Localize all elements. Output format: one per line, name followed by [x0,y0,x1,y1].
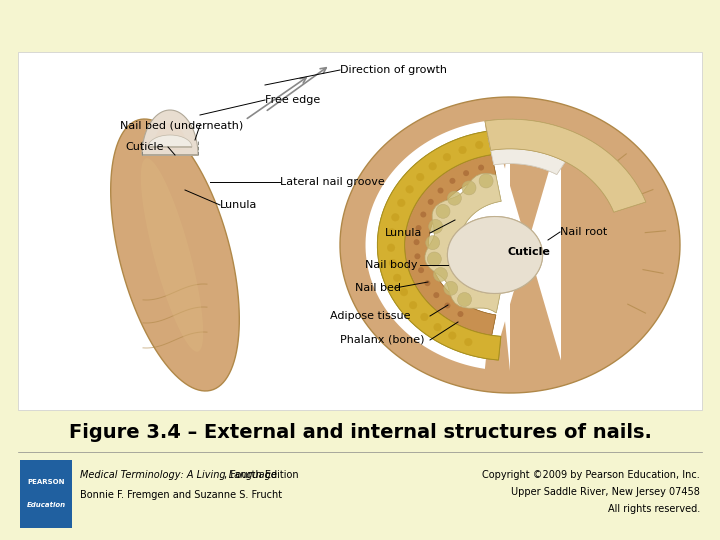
Circle shape [415,253,420,259]
Circle shape [475,141,483,149]
Polygon shape [405,154,496,335]
Text: Nail bed (underneath): Nail bed (underneath) [120,120,243,130]
Circle shape [405,185,413,193]
Circle shape [415,225,421,231]
Circle shape [438,187,444,193]
Circle shape [426,235,440,249]
Circle shape [400,288,408,296]
Circle shape [416,173,424,181]
Circle shape [443,153,451,161]
Circle shape [462,181,476,195]
Circle shape [392,213,400,221]
Circle shape [449,332,456,340]
Text: Direction of growth: Direction of growth [340,65,447,75]
Text: Free edge: Free edge [265,95,320,105]
Polygon shape [152,123,188,150]
Text: Nail body: Nail body [365,260,418,270]
Polygon shape [485,119,646,212]
Circle shape [428,162,437,170]
Text: Medical Terminology: A Living Language: Medical Terminology: A Living Language [80,470,277,480]
Circle shape [405,185,413,193]
Circle shape [428,199,433,205]
Circle shape [447,191,462,205]
Circle shape [388,228,396,237]
Circle shape [420,212,426,218]
Circle shape [457,311,464,317]
Circle shape [416,173,424,181]
Polygon shape [447,217,543,293]
Text: , Fourth Edition: , Fourth Edition [225,470,299,480]
Text: Lunula: Lunula [385,228,423,238]
Circle shape [397,199,405,207]
Polygon shape [340,97,680,393]
Text: Lateral nail groove: Lateral nail groove [280,177,384,187]
Polygon shape [377,130,561,360]
Polygon shape [142,110,198,155]
Circle shape [409,301,417,309]
Circle shape [420,313,428,321]
Text: Phalanx (bone): Phalanx (bone) [340,335,425,345]
Polygon shape [488,136,573,174]
Circle shape [464,338,472,346]
Polygon shape [377,130,501,360]
Polygon shape [425,173,501,313]
Text: Adipose tissue: Adipose tissue [330,311,410,321]
Polygon shape [148,135,192,147]
Circle shape [478,165,484,171]
Circle shape [436,204,450,218]
Circle shape [433,267,447,281]
Text: Cuticle: Cuticle [125,142,163,152]
Text: Nail root: Nail root [560,227,607,237]
FancyBboxPatch shape [20,460,72,528]
Circle shape [387,244,395,252]
Circle shape [443,153,451,161]
Text: Bonnie F. Fremgen and Suzanne S. Frucht: Bonnie F. Fremgen and Suzanne S. Frucht [80,490,282,500]
Circle shape [392,213,400,221]
Circle shape [387,244,395,252]
Circle shape [420,313,428,321]
Circle shape [463,170,469,176]
Circle shape [449,178,456,184]
Circle shape [409,301,417,309]
Text: PEARSON: PEARSON [27,479,65,485]
Circle shape [444,281,458,295]
Circle shape [464,338,472,346]
Polygon shape [366,119,510,371]
Text: Copyright ©2009 by Pearson Education, Inc.: Copyright ©2009 by Pearson Education, In… [482,470,700,480]
Circle shape [400,288,408,296]
Circle shape [459,146,467,154]
Circle shape [428,219,443,233]
Circle shape [425,280,431,286]
Text: Education: Education [27,502,66,508]
Circle shape [444,302,451,308]
Text: Cuticle: Cuticle [507,247,550,257]
Text: Lunula: Lunula [220,200,257,210]
Circle shape [393,274,401,282]
Circle shape [433,292,439,298]
Circle shape [418,267,424,273]
Circle shape [413,239,420,245]
Circle shape [479,174,493,188]
Circle shape [449,332,456,340]
Circle shape [388,228,396,237]
Circle shape [397,199,405,207]
Text: Figure 3.4 – External and internal structures of nails.: Figure 3.4 – External and internal struc… [68,422,652,442]
FancyBboxPatch shape [18,52,702,410]
Circle shape [393,274,401,282]
Polygon shape [141,158,203,352]
Circle shape [459,146,467,154]
Circle shape [389,259,397,267]
Circle shape [457,293,472,307]
Text: Upper Saddle River, New Jersey 07458: Upper Saddle River, New Jersey 07458 [511,487,700,497]
Circle shape [389,259,397,267]
Polygon shape [111,119,239,391]
Circle shape [433,323,441,331]
Circle shape [428,162,437,170]
Text: Nail bed: Nail bed [355,283,401,293]
Circle shape [475,141,483,149]
Text: All rights reserved.: All rights reserved. [608,504,700,514]
Circle shape [428,252,441,266]
Circle shape [433,323,441,331]
